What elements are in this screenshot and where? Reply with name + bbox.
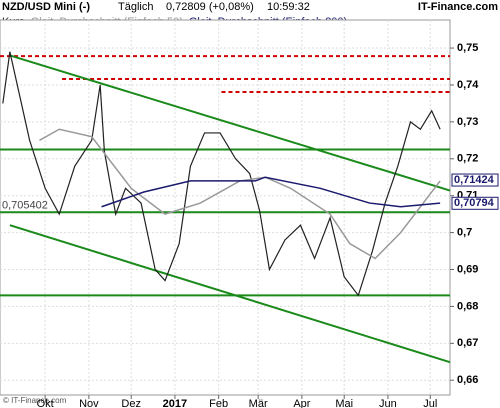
price-label-box [451, 196, 499, 210]
series-line [2, 51, 441, 297]
symbol: NZD/USD Mini (-) [2, 1, 90, 13]
x-tick-label: Nov [79, 398, 99, 408]
x-tick-label: Jun [379, 398, 397, 408]
x-tick-label: Jul [423, 398, 437, 408]
x-tick-label: Mär [249, 398, 268, 408]
time: 10:59:32 [267, 1, 310, 13]
series-line [101, 176, 441, 208]
trend-line [9, 54, 451, 192]
interval: Täglich [118, 1, 153, 13]
x-tick-label: 2017 [163, 398, 187, 408]
x-tick-label: Mai [335, 398, 353, 408]
y-tick-label: 0,7 [457, 227, 472, 239]
price-label: 0,70794 [454, 197, 495, 209]
header-bar [0, 0, 500, 13]
price-label: 0,71424 [454, 174, 495, 186]
y-tick-label: 0,69 [457, 263, 478, 275]
left-label: 0,705402 [2, 200, 48, 212]
series-line [39, 128, 441, 260]
y-tick-label: 0,74 [457, 79, 479, 91]
plot-area: 0,705402 [0, 19, 451, 396]
x-tick-label: Feb [209, 398, 228, 408]
footer: © IT-Finance.com [3, 396, 67, 405]
plot-frame [0, 19, 451, 396]
brand: IT-Finance.com [418, 1, 498, 13]
x-tick-label: Dez [121, 398, 141, 408]
x-tick-label: Okt [37, 398, 54, 408]
y-tick-label: 0,67 [457, 337, 478, 349]
y-tick-label: 0,66 [457, 374, 478, 386]
quote: 0,72809 (+0,08%) [166, 1, 254, 13]
y-tick-label: 0,72 [457, 153, 478, 165]
price-label-box [451, 173, 499, 187]
y-tick-label: 0,73 [457, 116, 478, 128]
y-tick-label: 0,68 [457, 300, 478, 312]
x-tick-label: Apr [293, 398, 310, 408]
trend-line [9, 224, 451, 364]
y-tick-label: 0,75 [457, 42, 478, 54]
